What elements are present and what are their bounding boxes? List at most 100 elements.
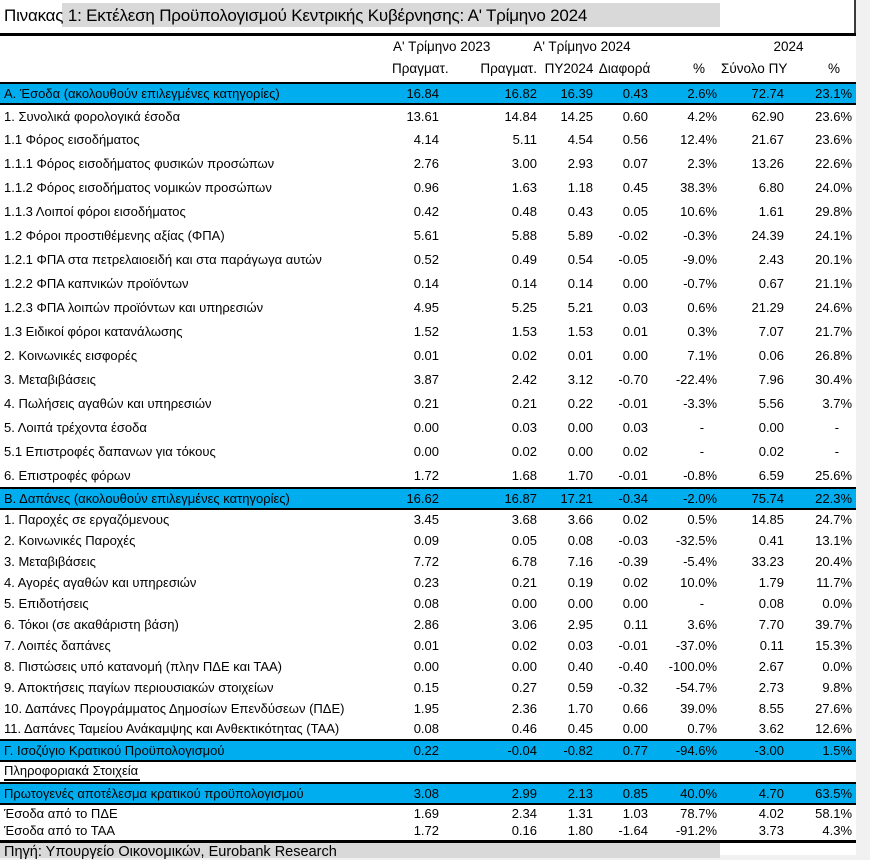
value-cell: 0.05: [511, 532, 537, 548]
value-cell: 0.02: [758, 444, 785, 459]
value-cell: -3.3%: [683, 396, 718, 411]
value-cell: 5.89: [567, 228, 593, 243]
value-cell: 4.2%: [687, 108, 718, 124]
value-cell: 1.52: [413, 324, 439, 339]
value-cell: 33.23: [751, 553, 785, 569]
value-cell: 0.45: [567, 721, 593, 736]
value-cell: 7.70: [758, 616, 785, 632]
value-cell: 13.61: [406, 108, 439, 124]
value-cell: 2.42: [511, 372, 537, 387]
value-cell: 22.6%: [815, 156, 853, 171]
value-cell: 0.01: [413, 348, 439, 363]
value-cell: -0.04: [443, 738, 541, 762]
value-cell: 0.21: [511, 574, 537, 590]
value-cell: 0.42: [413, 204, 439, 219]
value-cell: 0.00: [758, 420, 785, 435]
row-label: 1.1.1 Φόρος εισοδήματος φυσικών προσώπων: [4, 156, 275, 171]
value-cell: 0.00: [413, 444, 439, 459]
value-cell: 3.7%: [822, 396, 853, 411]
row-label: 1.2.3 ΦΠΑ λοιπών προϊόντων και υπηρεσιών: [4, 300, 264, 315]
value-cell: 2.95: [567, 616, 593, 632]
value-cell: 4.70: [721, 781, 789, 805]
row-label: Α. Έσοδα (ακολουθούν επιλεγμένες κατηγορ…: [0, 81, 392, 105]
value-cell: 1.53: [567, 324, 593, 339]
value-cell: -100.0%: [668, 658, 718, 674]
value-cell: 0.00: [622, 721, 648, 736]
row-label: 1.1 Φόρος εισοδήματος: [4, 132, 140, 147]
value-cell: 4.95: [413, 300, 439, 315]
value-cell: -0.32: [618, 679, 648, 695]
title-rest: 1: Εκτέλεση Προϋπολογισμού Κεντρικής Κυβ…: [63, 6, 588, 25]
table-row: 3. Μεταβιβάσεις 3.87 2.42 3.12 -0.70 -22.4% 7.…: [0, 368, 856, 392]
value-cell: 2.67: [758, 658, 785, 674]
value-cell: 3.06: [511, 616, 537, 632]
row-label: 1.2 Φόροι προστιθέμενης αξίας (ΦΠΑ): [4, 228, 225, 243]
value-cell: -2.0%: [652, 486, 722, 510]
value-cell: 0.96: [413, 180, 439, 195]
row-label: 4. Αγορές αγαθών και υπηρεσιών: [4, 574, 197, 590]
row-label: 6. Επιστροφές φόρων: [4, 467, 131, 483]
value-cell: 0.02: [511, 348, 537, 363]
value-cell: 0.00: [413, 658, 439, 674]
subheader-total-budget: Σύνολο ΠΥ: [721, 57, 789, 84]
value-cell: 0.21: [413, 396, 439, 411]
empty-corner-cell: [0, 57, 392, 84]
value-cell: 14.84: [504, 108, 537, 124]
value-cell: -1.64: [618, 823, 648, 838]
row-label: 11. Δαπάνες Ταμείου Ανάκαμψης και Ανθεκτ…: [4, 721, 340, 736]
subheader-actual-2024: Πραγματ.: [443, 57, 541, 84]
value-cell: 0.5%: [687, 512, 718, 527]
table-row: 11. Δαπάνες Ταμείου Ανάκαμψης και Ανθεκτ…: [0, 719, 856, 740]
value-cell: 1.69: [413, 805, 439, 821]
subheader-actual-2023: Πραγματ.: [392, 57, 449, 84]
value-cell: 0.00: [567, 444, 593, 459]
value-cell: 0.02: [622, 512, 648, 527]
value-cell: 23.6%: [815, 132, 853, 147]
subheader-budget-2024: ΠΥ2024: [541, 57, 597, 84]
row-label: 2. Κοινωνικές εισφορές: [4, 348, 138, 363]
source-text: Πηγή: Υπουργείο Οικονομικών, Eurobank Re…: [4, 843, 337, 860]
value-cell: 6.78: [511, 553, 537, 569]
value-cell: 1.53: [511, 324, 537, 339]
table-row: 6. Επιστροφές φόρων 1.72 1.68 1.70 -0.01 -0.8…: [0, 464, 856, 488]
value-cell: 1.68: [511, 467, 537, 483]
row-label: 1.1.2 Φόρος εισοδήματος νομικών προσώπων: [4, 180, 272, 195]
value-cell: -91.2%: [675, 823, 718, 838]
value-cell: 27.6%: [815, 700, 853, 716]
value-cell: 0.00: [622, 595, 648, 611]
value-cell: 21.1%: [815, 276, 853, 291]
row-label: 5. Λοιπά τρέχοντα έσοδα: [4, 420, 147, 435]
value-cell: 0.02: [622, 574, 648, 590]
value-cell: 15.3%: [815, 637, 853, 653]
value-cell: 16.84: [392, 81, 443, 105]
table-row: 3. Μεταβιβάσεις 7.72 6.78 7.16 -0.39 -5.4% 33.…: [0, 551, 856, 572]
value-cell: 1.5%: [788, 738, 857, 762]
value-cell: 0.03: [622, 300, 648, 315]
value-cell: 0.07: [622, 156, 648, 171]
table-row: 1. Συνολικά φορολογικά έσοδα 13.61 14.84 14…: [0, 104, 856, 128]
value-cell: 5.25: [511, 300, 537, 315]
value-cell: -0.8%: [683, 467, 718, 483]
value-cell: 38.3%: [680, 180, 718, 195]
value-cell: 0.41: [758, 532, 785, 548]
value-cell: 20.1%: [815, 252, 853, 267]
title-prefix: Πινακας: [4, 6, 64, 25]
subheader-percent: %: [652, 57, 722, 84]
value-cell: 6.80: [758, 180, 785, 195]
value-cell: 0.45: [622, 180, 648, 195]
row-label: 1. Παροχές σε εργαζόμενους: [4, 512, 170, 527]
table-row: 5.1 Επιστροφές δαπανων για τόκους 0.00 0.0…: [0, 440, 856, 464]
table-row: 10. Δαπάνες Προγράμματος Δημοσίων Επενδύ…: [0, 698, 856, 719]
value-cell: -0.01: [618, 467, 648, 483]
value-cell: 12.4%: [680, 132, 718, 147]
value-cell: 0.15: [413, 679, 439, 695]
value-cell: 6.59: [758, 467, 785, 483]
value-cell: 17.21: [541, 486, 597, 510]
table-row: 4. Πωλήσεις αγαθών και υπηρεσιών 0.21 0.21…: [0, 392, 856, 416]
value-cell: 20.4%: [815, 553, 853, 569]
value-cell: -0.39: [618, 553, 648, 569]
table-row: 7. Λοιπές δαπάνες 0.01 0.02 0.03 -0.01 -37.0%…: [0, 635, 856, 656]
value-cell: -54.7%: [675, 679, 718, 695]
value-cell: 0.0%: [822, 595, 853, 611]
